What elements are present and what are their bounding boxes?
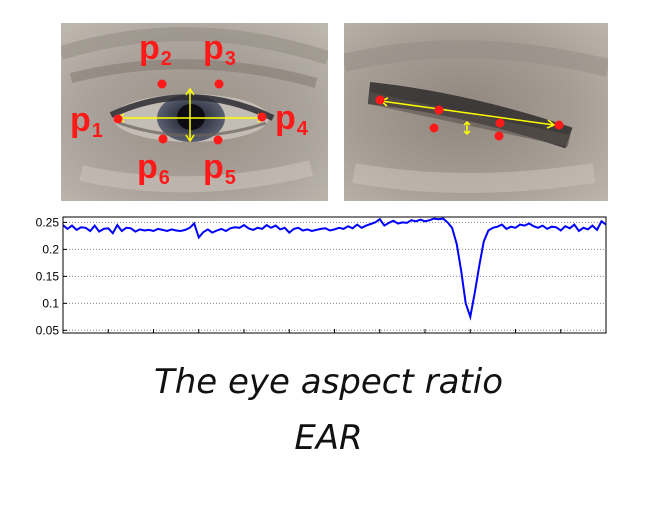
landmark-point-p4 xyxy=(554,120,564,130)
landmark-label-p6: p6 xyxy=(137,148,170,188)
landmark-point-p6 xyxy=(429,123,439,133)
caption-title: The eye aspect ratio xyxy=(153,362,504,402)
landmark-point-p5 xyxy=(213,135,223,145)
landmark-letter: p xyxy=(203,29,224,67)
arrowhead-down xyxy=(463,130,471,136)
landmark-point-p6 xyxy=(158,134,168,144)
landmark-index: 2 xyxy=(160,48,172,70)
landmark-label-p5: p5 xyxy=(203,148,236,188)
arrowhead-up xyxy=(185,87,195,96)
landmark-point-p2 xyxy=(434,105,444,115)
ear-line-chart: 0.25 0.2 0.15 0.1 0.05 xyxy=(36,215,607,337)
y-tick-label: 0.25 xyxy=(36,215,60,229)
landmark-letter: p xyxy=(70,101,91,139)
landmark-point-p3 xyxy=(214,79,224,89)
landmark-overlay xyxy=(113,79,267,145)
landmark-point-p2 xyxy=(157,79,167,89)
arrowhead-up xyxy=(463,120,471,126)
landmark-index: 3 xyxy=(224,48,236,70)
landmark-label-p3: p3 xyxy=(203,29,236,69)
closed-landmark-overlay xyxy=(375,95,564,141)
x-axis-ticks xyxy=(107,329,562,333)
ear-series-line xyxy=(62,217,607,321)
y-tick-label: 0.15 xyxy=(36,269,60,283)
landmark-point-p5 xyxy=(494,131,504,141)
landmark-label-p1: p1 xyxy=(70,101,103,141)
landmark-letter: p xyxy=(275,99,296,137)
y-tick-label: 0.2 xyxy=(42,242,59,256)
y-axis-ticks: 0.25 0.2 0.15 0.1 0.05 xyxy=(36,215,67,337)
landmark-label-p2: p2 xyxy=(139,29,172,69)
y-tick-label: 0.05 xyxy=(36,323,60,337)
landmark-point-p1 xyxy=(113,114,123,124)
closed-eye-image xyxy=(344,23,608,201)
landmark-point-p3 xyxy=(495,118,505,128)
caption-acronym: EAR xyxy=(294,418,363,458)
landmark-letter: p xyxy=(139,29,160,67)
landmark-index: 1 xyxy=(91,120,103,142)
landmark-letter: p xyxy=(137,148,158,186)
landmark-index: 4 xyxy=(296,118,308,140)
arrowhead-right xyxy=(546,119,556,129)
landmark-letter: p xyxy=(203,148,224,186)
landmark-label-p4: p4 xyxy=(275,99,308,139)
horizontal-arrow xyxy=(380,100,555,126)
arrowhead-down xyxy=(185,134,195,143)
landmark-point-p4 xyxy=(257,112,267,122)
open-eye-photo xyxy=(61,23,328,201)
plot-frame xyxy=(62,216,607,334)
landmark-index: 5 xyxy=(224,167,236,189)
chart-gridlines xyxy=(63,221,606,331)
landmark-point-p1 xyxy=(375,95,385,105)
open-eye-image: p1 p2 p3 p4 p5 p6 xyxy=(61,23,328,201)
landmark-index: 6 xyxy=(158,167,170,189)
closed-eye-photo xyxy=(344,23,608,201)
y-tick-label: 0.1 xyxy=(42,296,59,310)
